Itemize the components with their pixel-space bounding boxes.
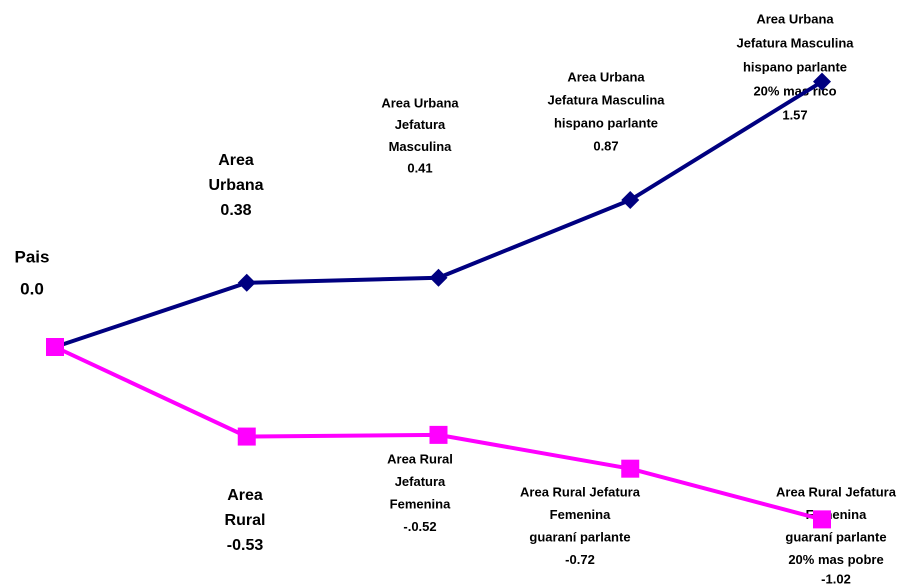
point-label: Area Rural Jefatura	[520, 484, 641, 499]
marker	[429, 425, 448, 444]
value-label: -0.53	[227, 537, 264, 554]
point-label: Jefatura	[395, 474, 446, 489]
point-label: Urbana	[208, 177, 263, 194]
point-label: Area Urbana	[756, 11, 834, 26]
marker	[813, 72, 831, 91]
value-label: -1.02	[821, 571, 851, 586]
value-label: 0.41	[407, 161, 432, 176]
point-label: hispano parlante	[554, 115, 658, 130]
point-label: 20% mas pobre	[788, 552, 883, 567]
value-label: 0.87	[593, 138, 618, 153]
point-label: guaraní parlante	[785, 529, 886, 544]
marker	[621, 459, 640, 478]
point-label: Rural	[225, 512, 266, 529]
point-label: Pais	[15, 247, 50, 266]
point-label: Area Urbana	[381, 95, 459, 110]
value-label: 0.38	[220, 202, 251, 219]
value-label: -0.72	[565, 552, 595, 567]
point-label: Masculina	[389, 139, 453, 154]
value-label: 0.0	[20, 279, 44, 298]
point-label: Area Urbana	[567, 69, 645, 84]
marker	[429, 268, 448, 287]
value-label: -.0.52	[403, 519, 436, 534]
point-label: Jefatura	[395, 117, 446, 132]
point-label: Area Rural Jefatura	[776, 484, 897, 499]
marker	[46, 338, 64, 356]
marker	[813, 510, 831, 529]
point-label: Area	[227, 487, 263, 504]
point-label: hispano parlante	[743, 59, 847, 74]
value-label: 1.57	[782, 107, 807, 122]
point-label: Femenina	[390, 496, 451, 511]
point-label: Area Rural	[387, 451, 453, 466]
point-label: Jefatura Masculina	[547, 92, 665, 107]
point-label: Jefatura Masculina	[736, 35, 854, 50]
point-label: Area	[218, 152, 254, 169]
marker	[621, 190, 640, 209]
point-label: Femenina	[550, 507, 611, 522]
point-label: guaraní parlante	[529, 529, 630, 544]
marker	[237, 427, 256, 446]
marker	[237, 273, 256, 292]
